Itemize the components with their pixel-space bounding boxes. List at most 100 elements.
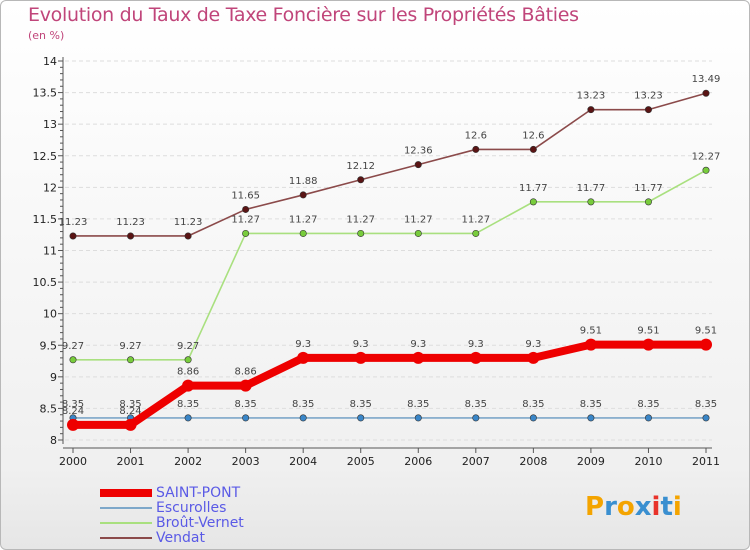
data-label: 8.35 [119, 399, 141, 410]
legend-label: Broût-Vernet [156, 515, 244, 531]
x-tick-label: 2011 [692, 455, 720, 468]
data-label: 12.12 [346, 161, 375, 172]
x-tick-label: 2004 [289, 455, 317, 468]
data-label: 8.35 [350, 399, 372, 410]
data-label: 9.27 [177, 341, 199, 352]
data-label: 9.27 [119, 341, 141, 352]
data-label: 9.51 [695, 326, 717, 337]
data-point [584, 338, 597, 351]
data-label: 8.24 [119, 406, 141, 417]
data-label: 9.51 [580, 326, 602, 337]
y-tick-label: 8.5 [40, 402, 58, 415]
data-point [184, 414, 192, 422]
data-label: 8.35 [62, 399, 84, 410]
data-label: 9.3 [410, 339, 426, 350]
data-point [472, 229, 480, 237]
data-label: 12.27 [692, 151, 721, 162]
x-tick-label: 2007 [462, 455, 490, 468]
data-label: 12.6 [465, 130, 487, 141]
data-point [642, 338, 655, 351]
y-tick-label: 14 [43, 55, 57, 68]
data-point [587, 414, 595, 422]
data-label: 11.77 [577, 183, 606, 194]
data-label: 11.23 [59, 217, 88, 228]
data-point [587, 198, 595, 206]
x-tick-label: 2001 [117, 455, 145, 468]
data-point [700, 338, 712, 351]
data-label: 8.35 [580, 399, 602, 410]
data-label: 8.35 [292, 399, 314, 410]
data-point [702, 166, 710, 174]
x-tick-label: 2003 [232, 455, 260, 468]
unit-label: (en %) [28, 29, 65, 42]
data-label: 9.51 [637, 326, 659, 337]
y-tick-label: 11 [43, 245, 57, 258]
data-point [702, 89, 710, 97]
x-tick-label: 2000 [59, 455, 87, 468]
logo-letter: t [660, 492, 673, 522]
data-label: 13.23 [577, 91, 606, 102]
logo-letter: i [672, 492, 682, 522]
data-label: 8.35 [695, 399, 717, 410]
chart-title: Evolution du Taux de Taxe Foncière sur l… [28, 4, 579, 26]
data-label: 8.86 [235, 367, 257, 378]
data-label: 13.49 [692, 74, 721, 85]
data-point [702, 414, 710, 422]
data-label: 8.35 [465, 399, 487, 410]
data-label: 13.23 [634, 91, 663, 102]
x-tick-label: 2008 [519, 455, 547, 468]
data-point [529, 414, 537, 422]
data-point [242, 229, 250, 237]
data-point [472, 414, 480, 422]
data-point [69, 356, 77, 364]
series-line [69, 340, 710, 429]
data-label: 11.23 [116, 217, 145, 228]
data-point [527, 351, 540, 364]
y-tick-label: 9 [50, 371, 57, 384]
series-line [72, 169, 707, 361]
logo-letter: r [604, 492, 617, 522]
data-point [472, 145, 480, 153]
y-tick-label: 10.5 [33, 276, 58, 289]
data-label: 11.27 [346, 214, 375, 225]
y-tick-label: 10 [43, 308, 57, 321]
data-label: 8.35 [407, 399, 429, 410]
legend-swatch [100, 489, 152, 497]
data-point [127, 232, 135, 240]
data-label: 9.3 [468, 339, 484, 350]
legend-label: Vendat [156, 530, 205, 546]
data-point [67, 418, 79, 431]
data-label: 11.27 [461, 214, 490, 225]
proxiti-logo: Proxiti [585, 492, 682, 522]
logo-letter: i [651, 492, 661, 522]
data-label: 11.88 [289, 176, 318, 187]
data-label: 9.27 [62, 341, 84, 352]
logo-letter: P [585, 492, 605, 522]
data-label: 11.27 [289, 214, 318, 225]
data-point [414, 414, 422, 422]
data-point [297, 351, 310, 364]
series-line [72, 92, 707, 237]
logo-letter: o [616, 492, 635, 522]
x-tick-label: 2002 [174, 455, 202, 468]
data-label: 11.27 [404, 214, 433, 225]
data-label: 11.65 [231, 190, 260, 201]
data-label: 12.6 [522, 130, 544, 141]
data-point [357, 229, 365, 237]
data-point [242, 414, 250, 422]
x-tick-label: 2010 [634, 455, 662, 468]
data-point [184, 356, 192, 364]
data-label: 11.77 [634, 183, 663, 194]
legend-swatch [100, 522, 152, 524]
y-tick-label: 12.5 [33, 150, 58, 163]
data-point [357, 414, 365, 422]
data-label: 8.35 [235, 399, 257, 410]
data-point [469, 351, 482, 364]
data-point [299, 414, 307, 422]
data-label: 8.35 [177, 399, 199, 410]
data-point [357, 176, 365, 184]
y-tick-label: 13 [43, 118, 57, 131]
data-label: 8.35 [522, 399, 544, 410]
x-tick-label: 2006 [404, 455, 432, 468]
data-label: 11.23 [174, 217, 203, 228]
